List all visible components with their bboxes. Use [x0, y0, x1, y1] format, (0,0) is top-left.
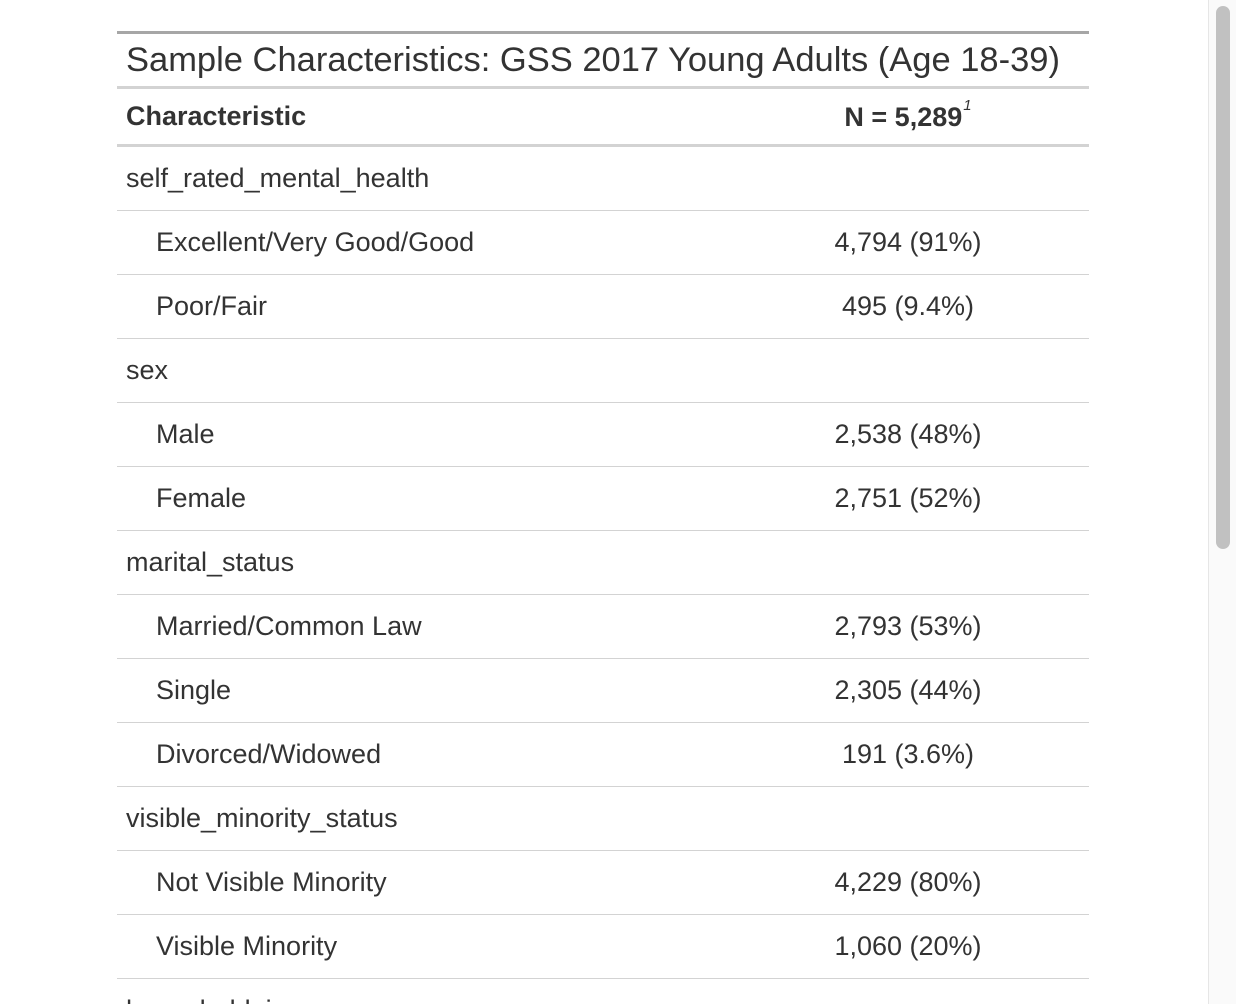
- row-label: Visible Minority: [156, 931, 338, 961]
- row-label: Female: [156, 483, 247, 513]
- row-label: sex: [126, 355, 169, 385]
- row-value: 4,229 (80%): [834, 867, 982, 897]
- table-row-variable: marital_status: [117, 531, 1089, 595]
- row-label: Single: [156, 675, 232, 705]
- column-header-n: N = 5,2891: [727, 97, 1089, 133]
- scrollbar-thumb[interactable]: [1216, 6, 1230, 549]
- table-row-variable: self_rated_mental_health: [117, 147, 1089, 211]
- row-value: 2,751 (52%): [834, 483, 982, 513]
- row-label: household_income: [117, 995, 727, 1004]
- row-value: 2,305 (44%): [834, 675, 982, 705]
- table-body: self_rated_mental_health Excellent/Very G…: [117, 147, 1089, 1004]
- table-row-level: Male 2,538 (48%): [117, 403, 1089, 467]
- table-row-variable: sex: [117, 339, 1089, 403]
- table-row-level: Excellent/Very Good/Good 4,794 (91%): [117, 211, 1089, 275]
- row-label: Divorced/Widowed: [156, 739, 382, 769]
- row-label: Male: [156, 419, 215, 449]
- row-label: Excellent/Very Good/Good: [156, 227, 475, 257]
- table-row-level: Poor/Fair 495 (9.4%): [117, 275, 1089, 339]
- table-row-level: Divorced/Widowed 191 (3.6%): [117, 723, 1089, 787]
- table-row-level: Not Visible Minority 4,229 (80%): [117, 851, 1089, 915]
- table-header: Characteristic N = 5,2891: [117, 89, 1089, 147]
- row-label: visible_minority_status: [126, 803, 398, 833]
- row-value: 2,538 (48%): [834, 419, 982, 449]
- table-row-level: Married/Common Law 2,793 (53%): [117, 595, 1089, 659]
- table-row-variable: visible_minority_status: [117, 787, 1089, 851]
- row-label: self_rated_mental_health: [126, 163, 430, 193]
- table-row-variable: household_income: [117, 979, 1089, 1004]
- row-value: 495 (9.4%): [841, 291, 975, 321]
- n-label: N = 5,289: [844, 102, 963, 132]
- vertical-scrollbar[interactable]: [1208, 0, 1236, 1004]
- row-label: marital_status: [126, 547, 295, 577]
- row-value: 191 (3.6%): [841, 739, 975, 769]
- row-label: Not Visible Minority: [156, 867, 387, 897]
- table-row-level: Single 2,305 (44%): [117, 659, 1089, 723]
- row-value: 2,793 (53%): [834, 611, 982, 641]
- row-value: 4,794 (91%): [834, 227, 982, 257]
- footnote-marker: 1: [963, 97, 972, 114]
- table-title: Sample Characteristics: GSS 2017 Young A…: [117, 31, 1089, 89]
- table-row-level: Female 2,751 (52%): [117, 467, 1089, 531]
- row-value: 1,060 (20%): [834, 931, 982, 961]
- summary-table: Sample Characteristics: GSS 2017 Young A…: [117, 31, 1089, 1004]
- column-header-characteristic: Characteristic: [126, 101, 307, 131]
- row-label: Poor/Fair: [156, 291, 268, 321]
- row-label: Married/Common Law: [156, 611, 422, 641]
- table-row-level: Visible Minority 1,060 (20%): [117, 915, 1089, 979]
